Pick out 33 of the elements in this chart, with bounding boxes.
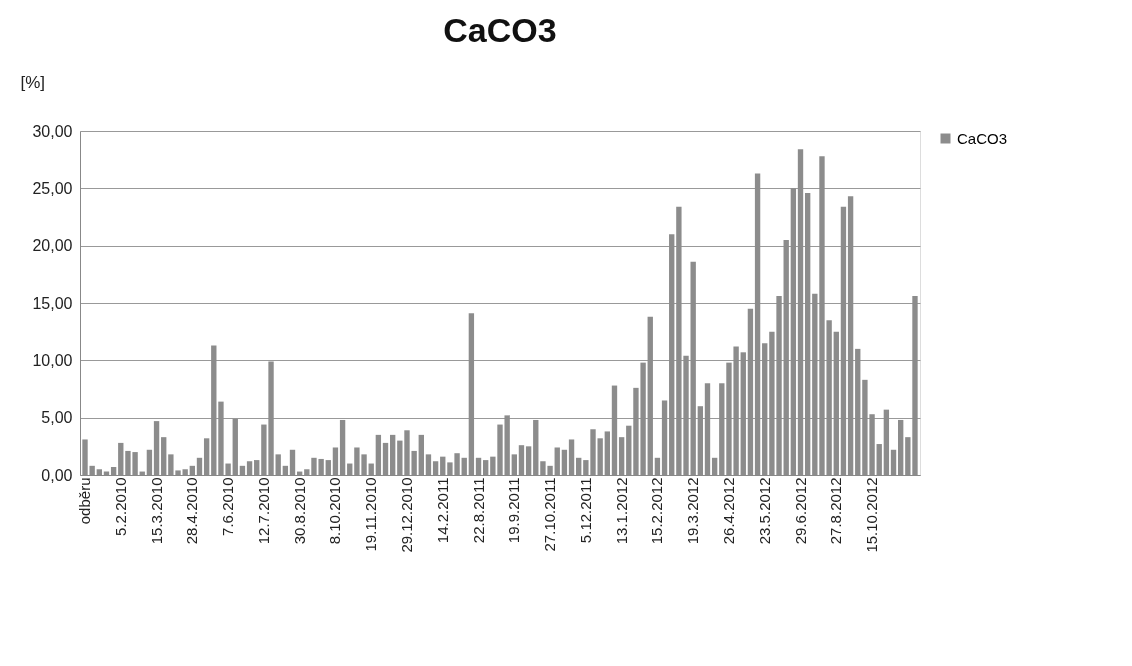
x-tick-label: 27.8.2012 — [827, 477, 845, 545]
x-tick-label: 7.6.2010 — [219, 477, 237, 536]
x-tick-label: odběru — [76, 477, 94, 525]
x-tick-label: 12.7.2010 — [254, 477, 272, 545]
y-tick-label: 15,00 — [32, 294, 73, 312]
x-tick-label: 14.2.2011 — [433, 477, 451, 544]
x-tick-label: 19.9.2011 — [505, 477, 523, 544]
x-tick-label: 27.10.2011 — [541, 477, 559, 552]
chart-title: CaCO3 — [443, 11, 557, 49]
x-tick-label: 8.10.2010 — [326, 477, 344, 545]
y-tick-label: 10,00 — [32, 351, 73, 369]
x-tick-label: 29.6.2012 — [791, 477, 809, 545]
x-tick-label: 5.2.2010 — [111, 477, 129, 536]
y-tick-label: 30,00 — [32, 122, 73, 140]
x-tick-label: 22.8.2011 — [469, 477, 487, 544]
y-tick-label: 20,00 — [32, 237, 73, 255]
x-tick-label: 13.1.2012 — [612, 477, 630, 545]
y-tick-label: 5,00 — [41, 409, 73, 427]
x-tick-label: 29.12.2010 — [397, 477, 415, 553]
y-tick-label: 0,00 — [41, 466, 73, 484]
x-tick-label: 5.12.2011 — [576, 477, 594, 544]
legend-label: CaCO3 — [957, 129, 1008, 147]
x-tick-label: 15.2.2012 — [648, 477, 666, 545]
x-tick-label: 23.5.2012 — [755, 477, 773, 545]
x-tick-label: 26.4.2012 — [719, 477, 737, 545]
y-axis-title: [%] — [20, 72, 46, 92]
x-tick-label: 30.8.2010 — [290, 477, 308, 545]
x-tick-label: 19.11.2010 — [362, 477, 380, 552]
x-tick-label: 15.3.2010 — [147, 477, 165, 545]
y-tick-label: 25,00 — [32, 179, 73, 197]
x-tick-label: 19.3.2012 — [684, 477, 702, 545]
x-tick-label: 15.10.2012 — [863, 477, 881, 553]
x-tick-label: 28.4.2010 — [183, 477, 201, 545]
